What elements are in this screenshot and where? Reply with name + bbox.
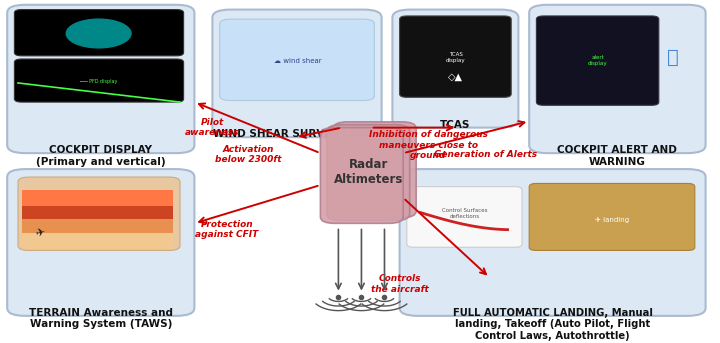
FancyBboxPatch shape (327, 125, 410, 221)
FancyBboxPatch shape (22, 226, 173, 249)
Text: Radar
Altimeters: Radar Altimeters (334, 158, 404, 186)
FancyBboxPatch shape (320, 128, 403, 223)
Text: Protection
against CFIT: Protection against CFIT (195, 220, 258, 239)
Text: FULL AUTOMATIC LANDING, Manual
landing, Takeoff (Auto Pilot, Flight
Control Laws: FULL AUTOMATIC LANDING, Manual landing, … (453, 308, 652, 341)
Circle shape (66, 19, 131, 48)
FancyBboxPatch shape (529, 5, 706, 153)
FancyBboxPatch shape (18, 177, 180, 250)
Text: TCAS: TCAS (440, 120, 471, 130)
FancyBboxPatch shape (536, 16, 659, 105)
FancyBboxPatch shape (7, 5, 194, 153)
Text: ◇▲: ◇▲ (449, 72, 463, 82)
FancyBboxPatch shape (392, 10, 518, 128)
FancyBboxPatch shape (7, 169, 194, 316)
FancyBboxPatch shape (14, 10, 184, 56)
Text: Activation
below 2300ft: Activation below 2300ft (215, 145, 282, 164)
Text: COCKPIT ALERT AND
WARNING: COCKPIT ALERT AND WARNING (557, 145, 678, 167)
Text: TCAS
display: TCAS display (446, 52, 466, 63)
Text: Generation of Alerts: Generation of Alerts (434, 150, 538, 159)
Text: TERRAIN Awareness and
Warning System (TAWS): TERRAIN Awareness and Warning System (TA… (29, 308, 173, 330)
FancyBboxPatch shape (22, 199, 173, 218)
Text: Control Surfaces
deflections: Control Surfaces deflections (441, 208, 487, 219)
FancyBboxPatch shape (220, 19, 374, 100)
Text: WIND SHEAR SURVEILLANCE: WIND SHEAR SURVEILLANCE (213, 129, 381, 139)
Text: Inhibition of dangerous
maneuvers close to
ground: Inhibition of dangerous maneuvers close … (369, 130, 488, 160)
Text: alert
display: alert display (588, 55, 608, 66)
FancyBboxPatch shape (529, 184, 695, 250)
FancyBboxPatch shape (22, 211, 173, 233)
FancyBboxPatch shape (22, 190, 173, 206)
FancyBboxPatch shape (14, 59, 184, 102)
FancyBboxPatch shape (333, 122, 416, 217)
Text: Pilot
awareness: Pilot awareness (185, 118, 240, 137)
Text: ☁ wind shear: ☁ wind shear (274, 58, 321, 63)
FancyBboxPatch shape (212, 10, 382, 137)
FancyBboxPatch shape (400, 169, 706, 316)
Text: ✈: ✈ (34, 227, 45, 239)
Text: Controls
the aircraft: Controls the aircraft (371, 274, 428, 294)
FancyBboxPatch shape (407, 187, 522, 247)
Text: COCKPIT DISPLAY
(Primary and vertical): COCKPIT DISPLAY (Primary and vertical) (36, 145, 166, 167)
Text: 🔊: 🔊 (667, 48, 679, 67)
Text: ✈ landing: ✈ landing (595, 217, 629, 223)
FancyBboxPatch shape (400, 16, 511, 97)
Text: ─── PFD display: ─── PFD display (79, 79, 118, 84)
